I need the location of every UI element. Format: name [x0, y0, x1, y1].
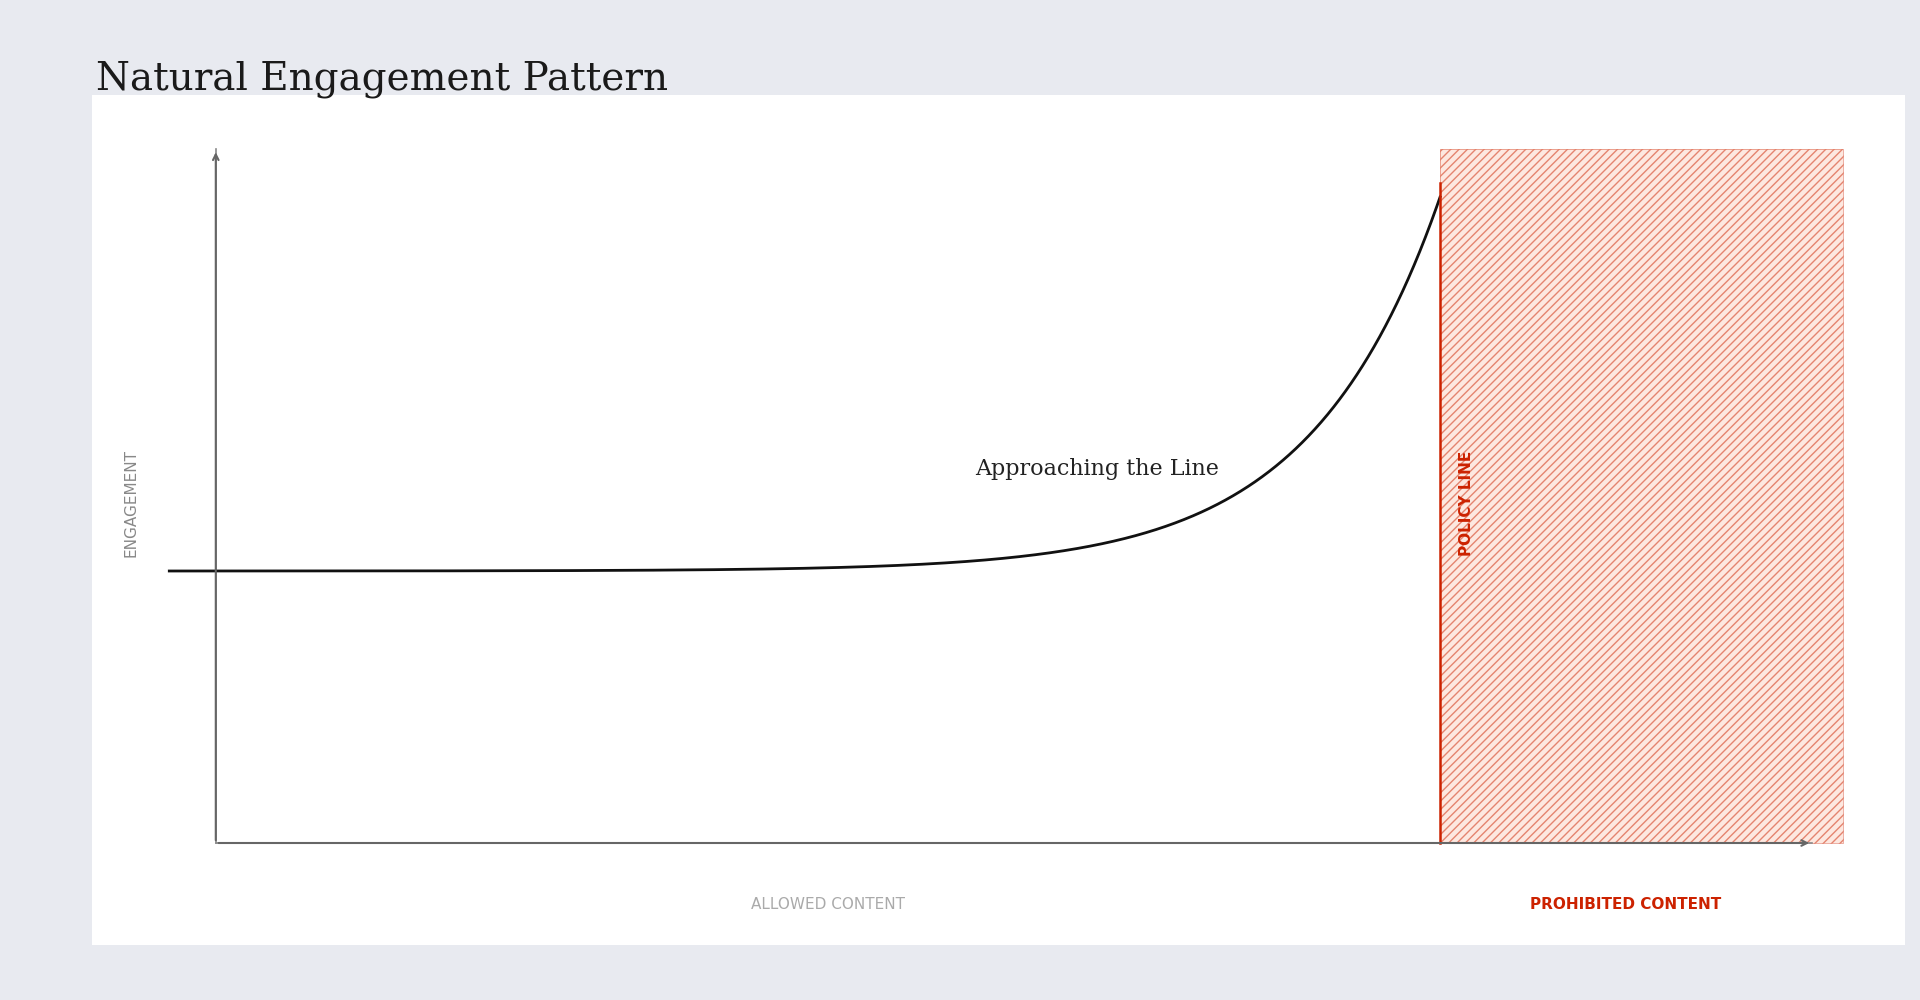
- Text: PROHIBITED CONTENT: PROHIBITED CONTENT: [1530, 897, 1722, 912]
- Text: ALLOWED CONTENT: ALLOWED CONTENT: [751, 897, 904, 912]
- FancyBboxPatch shape: [1440, 149, 1843, 843]
- Text: POLICY LINE: POLICY LINE: [1459, 450, 1475, 556]
- Text: Approaching the Line: Approaching the Line: [975, 458, 1219, 480]
- Text: ENGAGEMENT: ENGAGEMENT: [123, 449, 138, 557]
- Text: Natural Engagement Pattern: Natural Engagement Pattern: [96, 60, 668, 98]
